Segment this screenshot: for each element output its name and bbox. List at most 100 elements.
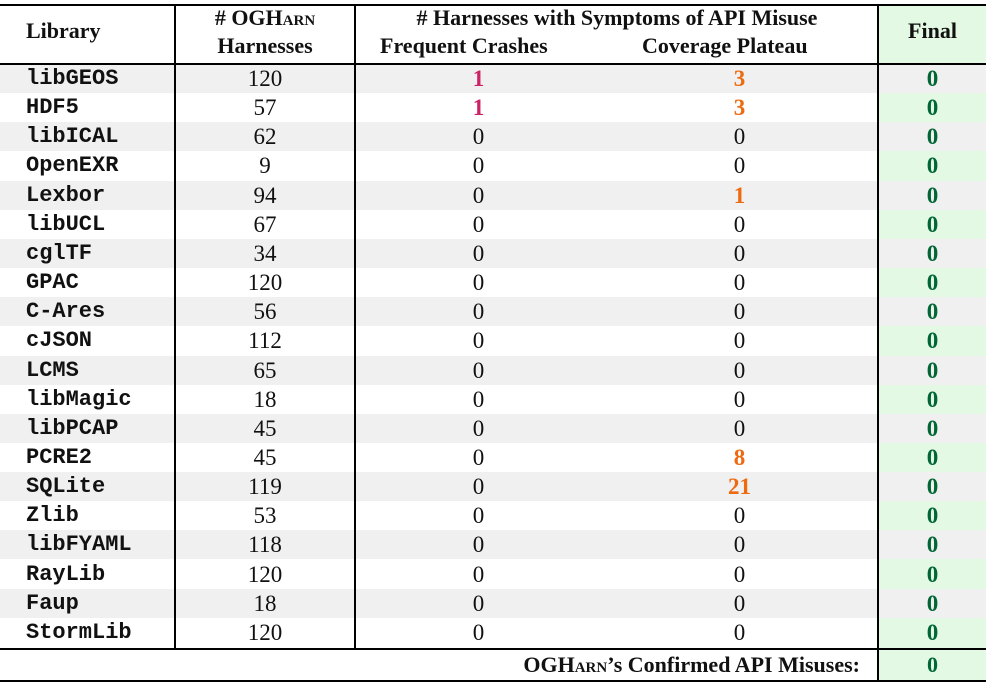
table-row: libICAL 62 0 0 0 [0,122,986,152]
header-symptoms-group: # Harnesses with Symptoms of API Misuse [416,5,818,30]
frequent-crashes-cell: 0 [472,182,485,208]
footer-value: 0 [927,652,938,677]
divider-library [174,4,176,648]
harnesses-cell: 9 [259,153,271,179]
harnesses-cell: 18 [253,590,277,616]
frequent-crashes-cell: 0 [472,240,485,266]
harnesses-cell: 65 [253,357,277,383]
frequent-crashes-cell: 1 [472,66,485,91]
table-row: libGEOS 120 1 3 0 [0,64,986,93]
final-cell: 0 [926,474,939,500]
table-row: RayLib 120 0 0 0 [0,560,986,589]
coverage-plateau-cell: 0 [733,561,746,587]
bottom-rule [0,680,986,682]
coverage-plateau-cell: 0 [733,386,746,412]
footer-label-prefix: OG [523,652,558,677]
harnesses-cell: 56 [253,299,277,325]
final-cell: 0 [926,590,939,616]
library-cell: StormLib [26,619,132,645]
final-cell: 0 [926,124,939,150]
header-harnesses-smallcaps: Harn [265,5,316,30]
frequent-crashes-cell: 0 [472,124,485,150]
frequent-crashes-cell: 0 [472,503,485,529]
table-row: PCRE2 45 0 8 0 [0,443,986,472]
coverage-plateau-cell: 0 [733,590,746,616]
harnesses-cell: 119 [248,474,282,500]
coverage-plateau-cell: 0 [733,328,746,354]
library-cell: Faup [26,590,79,616]
footer-label-smallcaps: Harn [557,652,608,677]
library-cell: cglTF [26,240,93,266]
final-cell: 0 [926,561,939,587]
table-row: C-Ares 56 0 0 0 [0,297,986,327]
final-cell: 0 [926,503,939,529]
harnesses-cell: 120 [247,66,283,91]
header-frequent-crashes: Frequent Crashes [380,33,548,58]
coverage-plateau-cell: 0 [733,299,746,325]
library-cell: PCRE2 [26,444,93,470]
header-final: Final [908,18,957,43]
footer-label: OGHarn’s Confirmed API Misuses: [300,650,860,680]
final-cell: 0 [926,299,939,325]
frequent-crashes-cell: 0 [472,328,485,354]
coverage-plateau-cell: 0 [733,619,746,645]
coverage-plateau-cell: 0 [733,211,746,237]
final-cell: 0 [926,270,939,296]
harnesses-cell: 120 [247,561,283,587]
table-row: libFYAML 118 0 0 0 [0,530,986,560]
frequent-crashes-cell: 0 [472,270,485,296]
library-cell: LCMS [26,357,79,383]
final-cell: 0 [926,240,939,266]
table-row: Zlib 53 0 0 0 [0,501,986,530]
coverage-plateau-cell: 8 [733,444,746,470]
final-cell: 0 [926,386,939,412]
top-rule [0,4,986,6]
coverage-plateau-cell: 3 [733,66,746,91]
coverage-plateau-cell: 0 [733,357,746,383]
library-cell: libMagic [26,386,132,412]
header-library: Library [26,18,101,43]
library-cell: RayLib [26,561,106,587]
harnesses-cell: 120 [247,270,283,296]
final-cell: 0 [926,211,939,237]
library-cell: libPCAP [26,415,119,441]
coverage-plateau-cell: 0 [733,415,746,441]
frequent-crashes-cell: 0 [472,444,485,470]
harnesses-cell: 57 [253,95,277,121]
table-row: libMagic 18 0 0 0 [0,385,986,414]
harnesses-cell: 53 [253,503,277,529]
coverage-plateau-cell: 3 [733,95,746,121]
library-cell: OpenEXR [26,153,119,179]
harnesses-cell: 18 [253,386,277,412]
table-row: HDF5 57 1 3 0 [0,93,986,122]
harnesses-cell: 45 [253,444,277,470]
final-cell: 0 [926,532,939,558]
header-harnesses: # OGHarn [176,5,354,31]
final-cell: 0 [926,328,939,354]
header-rule [0,63,986,65]
coverage-plateau-cell: 0 [733,153,746,179]
frequent-crashes-cell: 0 [472,619,485,645]
final-cell: 0 [926,357,939,383]
harnesses-cell: 45 [253,415,277,441]
frequent-crashes-cell: 0 [472,590,485,616]
divider-harnesses [354,4,356,648]
library-cell: cJSON [26,328,93,354]
library-cell: C-Ares [26,299,106,325]
table-row: Faup 18 0 0 0 [0,588,986,618]
final-cell: 0 [926,153,939,179]
library-cell: libICAL [26,124,119,150]
final-cell: 0 [926,415,939,441]
table-row: SQLite 119 0 21 0 [0,472,986,502]
library-cell: libGEOS [26,66,119,91]
library-cell: GPAC [26,270,79,296]
frequent-crashes-cell: 0 [472,153,485,179]
coverage-plateau-cell: 21 [728,474,751,500]
harnesses-cell: 120 [247,619,283,645]
final-cell: 0 [926,95,939,121]
frequent-crashes-cell: 0 [472,474,485,500]
library-cell: libFYAML [26,532,132,558]
library-cell: Lexbor [26,182,106,208]
table-row: LCMS 65 0 0 0 [0,355,986,385]
header-coverage-plateau: Coverage Plateau [642,33,808,58]
